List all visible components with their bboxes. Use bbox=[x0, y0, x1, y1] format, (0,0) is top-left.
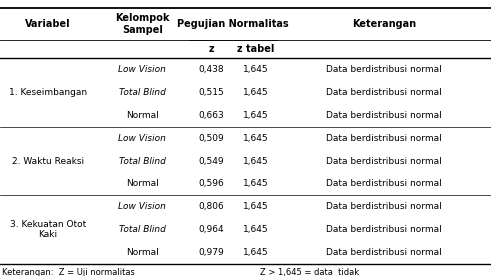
Text: Total Blind: Total Blind bbox=[119, 88, 166, 97]
Text: Normal: Normal bbox=[126, 248, 159, 257]
Text: 1,645: 1,645 bbox=[243, 156, 268, 166]
Text: Data berdistribusi normal: Data berdistribusi normal bbox=[327, 248, 442, 257]
Text: Low Vision: Low Vision bbox=[118, 65, 166, 74]
Text: Keterangan:  Z = Uji normalitas: Keterangan: Z = Uji normalitas bbox=[2, 268, 136, 276]
Text: 1,645: 1,645 bbox=[243, 248, 268, 257]
Text: 2. Waktu Reaksi: 2. Waktu Reaksi bbox=[12, 156, 84, 166]
Text: 0,549: 0,549 bbox=[198, 156, 224, 166]
Text: Low Vision: Low Vision bbox=[118, 134, 166, 143]
Text: Variabel: Variabel bbox=[25, 19, 71, 29]
Text: Data berdistribusi normal: Data berdistribusi normal bbox=[327, 225, 442, 234]
Text: 1,645: 1,645 bbox=[243, 225, 268, 234]
Text: 1,645: 1,645 bbox=[243, 111, 268, 120]
Text: 3. Kekuatan Otot
Kaki: 3. Kekuatan Otot Kaki bbox=[10, 220, 86, 240]
Text: Keterangan: Keterangan bbox=[352, 19, 416, 29]
Text: 0,806: 0,806 bbox=[198, 202, 224, 211]
Text: 1,645: 1,645 bbox=[243, 88, 268, 97]
Text: Data berdistribusi normal: Data berdistribusi normal bbox=[327, 134, 442, 143]
Text: Normal: Normal bbox=[126, 179, 159, 189]
Text: 0,509: 0,509 bbox=[198, 134, 224, 143]
Text: z tabel: z tabel bbox=[237, 44, 274, 54]
Text: 0,663: 0,663 bbox=[198, 111, 224, 120]
Text: Data berdistribusi normal: Data berdistribusi normal bbox=[327, 179, 442, 189]
Text: 1. Keseimbangan: 1. Keseimbangan bbox=[9, 88, 87, 97]
Text: Total Blind: Total Blind bbox=[119, 156, 166, 166]
Text: Low Vision: Low Vision bbox=[118, 202, 166, 211]
Text: Z > 1,645 = data  tidak: Z > 1,645 = data tidak bbox=[260, 268, 359, 276]
Text: Data berdistribusi normal: Data berdistribusi normal bbox=[327, 111, 442, 120]
Text: 0,979: 0,979 bbox=[198, 248, 224, 257]
Text: 0,438: 0,438 bbox=[198, 65, 224, 74]
Text: z: z bbox=[208, 44, 214, 54]
Text: 0,515: 0,515 bbox=[198, 88, 224, 97]
Text: 1,645: 1,645 bbox=[243, 179, 268, 189]
Text: Total Blind: Total Blind bbox=[119, 225, 166, 234]
Text: Normal: Normal bbox=[126, 111, 159, 120]
Text: 1,645: 1,645 bbox=[243, 202, 268, 211]
Text: Data berdistribusi normal: Data berdistribusi normal bbox=[327, 65, 442, 74]
Text: 0,964: 0,964 bbox=[198, 225, 224, 234]
Text: Data berdistribusi normal: Data berdistribusi normal bbox=[327, 88, 442, 97]
Text: 1,645: 1,645 bbox=[243, 65, 268, 74]
Text: Pegujian Normalitas: Pegujian Normalitas bbox=[177, 19, 289, 29]
Text: Data berdistribusi normal: Data berdistribusi normal bbox=[327, 156, 442, 166]
Text: 1,645: 1,645 bbox=[243, 134, 268, 143]
Text: Kelompok
Sampel: Kelompok Sampel bbox=[115, 13, 169, 35]
Text: 0,596: 0,596 bbox=[198, 179, 224, 189]
Text: Data berdistribusi normal: Data berdistribusi normal bbox=[327, 202, 442, 211]
